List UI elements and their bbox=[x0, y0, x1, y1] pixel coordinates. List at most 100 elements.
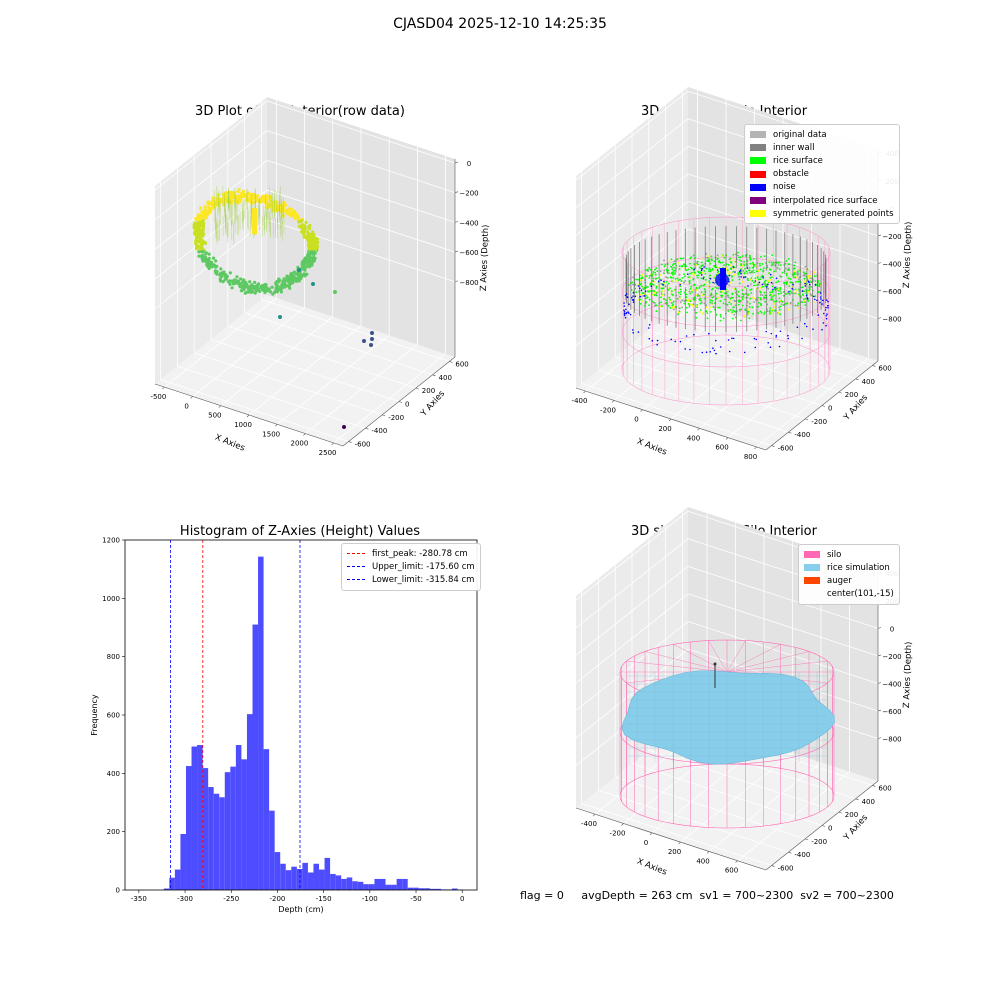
panel2-rice-point bbox=[631, 281, 634, 284]
panel2-rice-point bbox=[752, 263, 755, 265]
panel2-rice-point bbox=[720, 315, 722, 318]
panel2-rice-point bbox=[785, 274, 788, 277]
panel2-rice-point bbox=[740, 270, 743, 273]
panel1-x-tick-label: 0 bbox=[184, 402, 188, 410]
panel1-surface-point bbox=[223, 272, 227, 277]
panel4-silo-ring bbox=[619, 763, 835, 829]
panel2-rice-point bbox=[738, 263, 741, 265]
panel3-y-tick-label: 800 bbox=[107, 653, 120, 661]
panel1-surface-point bbox=[194, 226, 198, 230]
panel1-y-tick bbox=[449, 361, 453, 363]
panel1-surface-point bbox=[201, 253, 205, 257]
panel2-rice-point bbox=[737, 251, 739, 254]
panel2-rice-point bbox=[656, 270, 659, 272]
panel2-rice-point bbox=[646, 290, 649, 292]
panel2-noise-point bbox=[637, 285, 640, 287]
panel1-surface-point bbox=[286, 208, 290, 212]
panel2-noise-point bbox=[660, 279, 662, 282]
panel2-legend-label: noise bbox=[773, 182, 796, 193]
panel2-noise-point bbox=[767, 283, 769, 286]
panel2-rice-point bbox=[692, 254, 695, 257]
panel3-histogram-bar bbox=[285, 870, 292, 890]
panel1-surface-point bbox=[277, 288, 281, 292]
panel2-noise-point bbox=[775, 334, 778, 337]
panel1-surface-point bbox=[277, 280, 281, 284]
panel2-rice-point bbox=[750, 283, 752, 285]
panel2-rice-point bbox=[662, 287, 665, 290]
panel1-surface-point bbox=[250, 289, 255, 294]
panel2-rice-point bbox=[714, 286, 717, 289]
panel2-noise-point bbox=[769, 346, 772, 349]
panel2-rice-point bbox=[746, 272, 749, 275]
panel2-noise-point bbox=[624, 316, 627, 319]
panel2-rice-point bbox=[759, 262, 761, 265]
panel2-grid-y bbox=[648, 329, 839, 393]
panel1-x-tick bbox=[162, 386, 165, 390]
panel2-rice-point bbox=[794, 261, 797, 264]
panel2-rice-point bbox=[757, 296, 759, 299]
panel4-rice-surface bbox=[621, 670, 835, 765]
panel2-noise-point bbox=[746, 267, 749, 269]
panel1-surface-point bbox=[195, 234, 199, 238]
panel3-histogram-bar bbox=[280, 863, 286, 890]
panel4-y-tick bbox=[872, 785, 876, 787]
panel2-rice-point bbox=[654, 273, 657, 276]
panel2-rice-point bbox=[691, 267, 693, 270]
panel1-surface-point bbox=[207, 209, 211, 213]
panel2-rice-point bbox=[760, 276, 763, 278]
panel2-rice-point bbox=[685, 306, 688, 309]
panel2-rice-point bbox=[762, 269, 765, 272]
panel2-rice-point bbox=[696, 295, 699, 297]
panel2-rice-point bbox=[711, 300, 714, 302]
panel2-rice-point bbox=[671, 268, 674, 271]
panel2-noise-point bbox=[732, 337, 735, 340]
panel2-rice-point bbox=[658, 276, 660, 279]
panel2-rice-point bbox=[664, 302, 667, 305]
panel2-rice-point bbox=[771, 291, 774, 294]
panel2-noise-point bbox=[629, 313, 632, 316]
panel2-rice-point bbox=[661, 263, 663, 266]
panel2-rice-point bbox=[660, 287, 663, 290]
panel1-surface-point bbox=[193, 221, 197, 225]
panel1-surface-point bbox=[200, 238, 204, 242]
panel2-noise-point bbox=[769, 273, 772, 276]
panel2-rice-point bbox=[708, 268, 711, 271]
panel2-rice-point bbox=[795, 289, 797, 292]
panel2-rice-point bbox=[804, 272, 806, 275]
panel2-rice-point bbox=[706, 295, 709, 298]
panel2-rice-point bbox=[807, 300, 810, 302]
panel1-grid-y bbox=[244, 312, 433, 376]
panel2-rice-point bbox=[687, 268, 690, 271]
panel2-rice-point bbox=[813, 275, 816, 278]
panel2-rice-point bbox=[724, 298, 726, 301]
panel2-rice-point bbox=[758, 289, 761, 291]
panel2-rice-point bbox=[691, 291, 693, 293]
panel2-rice-point bbox=[781, 300, 784, 303]
panel2-rice-point bbox=[676, 258, 679, 260]
panel2-rice-point bbox=[804, 269, 807, 271]
panel2-grid-y bbox=[665, 316, 856, 380]
panel1-surface-point bbox=[239, 198, 243, 202]
panel2-rice-point bbox=[679, 293, 682, 296]
panel1-grid-z bbox=[266, 159, 456, 223]
panel3-histogram-bar bbox=[191, 746, 198, 890]
panel2-rice-point bbox=[708, 280, 711, 282]
panel2-rice-point bbox=[743, 315, 746, 318]
panel1-surface-point bbox=[293, 276, 297, 280]
panel2-rice-point bbox=[771, 283, 774, 285]
panel1-surface-point bbox=[244, 280, 248, 284]
panel2-rice-point bbox=[677, 313, 679, 316]
panel2-rice-point bbox=[648, 289, 651, 291]
panel2-rice-point bbox=[723, 256, 725, 259]
panel2-rice-point bbox=[696, 263, 699, 266]
panel2-rice-point bbox=[642, 295, 645, 297]
panel2-rice-point bbox=[779, 275, 782, 277]
panel1-z-tick bbox=[454, 161, 459, 164]
panel2-rice-point bbox=[669, 307, 672, 309]
panel2-rice-point bbox=[744, 292, 747, 295]
panel2-rice-point bbox=[748, 269, 751, 272]
panel2-rice-point bbox=[687, 300, 690, 302]
panel2-rice-point bbox=[667, 282, 670, 285]
panel2-rice-point bbox=[672, 294, 675, 297]
panel3-histogram-bar bbox=[197, 745, 203, 890]
